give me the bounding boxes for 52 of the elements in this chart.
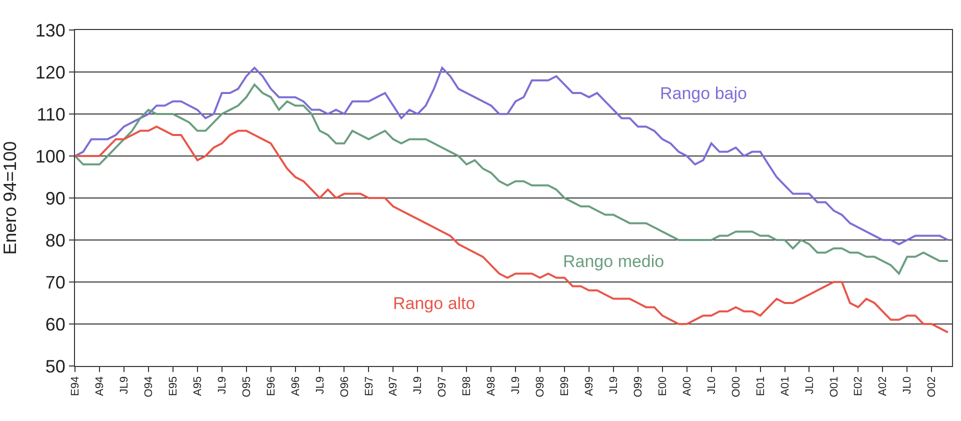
y-tick-label: 100 (35, 146, 66, 166)
x-tick-label: O98 (534, 376, 547, 398)
x-tick-label: JL9 (510, 376, 522, 394)
x-tick-label: O00 (730, 376, 742, 398)
x-tick-label: O01 (828, 376, 840, 398)
x-tick-label: JL9 (608, 376, 620, 394)
x-tick-label: E00 (656, 376, 669, 396)
x-tick-label: A01 (779, 376, 792, 396)
x-tick-label: A98 (486, 376, 498, 396)
x-tick-label: E02 (852, 376, 865, 396)
x-tick-label: E94 (70, 376, 82, 396)
series-label: Rango medio (563, 252, 664, 271)
x-tick-label: O96 (338, 376, 351, 398)
x-tick-label: A02 (877, 376, 890, 396)
x-tick-label: E97 (363, 376, 376, 396)
series-label: Rango alto (393, 294, 476, 313)
y-axis-title: Enero 94=100 (0, 141, 20, 255)
x-tick-label: JL9 (118, 376, 131, 394)
y-tick-label: 110 (36, 104, 66, 124)
x-tick-label: A95 (192, 376, 204, 396)
line-series (75, 126, 949, 334)
x-tick-label: A99 (584, 376, 596, 396)
x-tick-label: A94 (94, 376, 106, 396)
x-tick-label: JL9 (216, 376, 228, 394)
x-tick-label: E96 (265, 376, 278, 396)
y-tick-label: 130 (35, 20, 66, 40)
x-tick-label: A97 (388, 376, 400, 396)
x-tick-label: JL0 (902, 376, 914, 394)
x-tick-label: JL0 (804, 376, 816, 394)
y-tick-label: 50 (45, 356, 66, 376)
line-series (75, 66, 949, 246)
x-tick-label: E95 (167, 376, 180, 396)
x-tick-label: E01 (754, 376, 767, 396)
y-tick-label: 70 (45, 272, 66, 292)
x-tick-label: O02 (926, 376, 938, 398)
x-tick-label: A00 (681, 376, 694, 396)
x-tick-label: A96 (290, 376, 302, 396)
y-tick-label: 90 (45, 188, 66, 208)
line-series (75, 84, 949, 275)
x-tick-label: JL9 (314, 376, 326, 394)
x-tick-label: O97 (436, 376, 449, 398)
x-tick-label: JL0 (706, 376, 718, 394)
x-tick-label: E99 (559, 376, 572, 396)
x-tick-label: O95 (240, 376, 253, 398)
series-label: Rango bajo (660, 84, 747, 103)
y-tick-label: 120 (35, 62, 66, 82)
x-tick-label: O99 (632, 376, 644, 398)
y-tick-label: 80 (45, 230, 66, 250)
x-tick-label: JL9 (412, 376, 424, 394)
y-tick-label: 60 (45, 314, 66, 334)
x-tick-label: E98 (461, 376, 474, 396)
x-tick-label: O94 (142, 376, 155, 398)
